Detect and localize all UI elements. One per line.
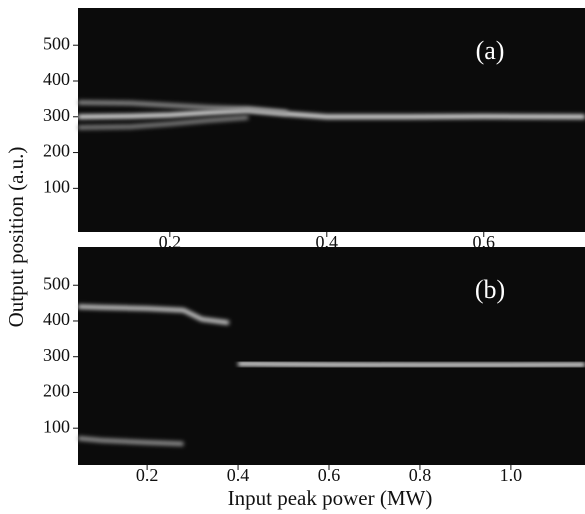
y-tick-label: 500	[43, 273, 70, 293]
y-tick-label: 200	[43, 381, 70, 401]
x-tick-label: 0.4	[227, 465, 250, 485]
y-tick-label: 400	[43, 309, 70, 329]
trace	[77, 100, 288, 115]
trace	[238, 361, 585, 367]
heatmap-background	[78, 247, 585, 465]
y-tick-label: 100	[43, 416, 70, 436]
x-axis-label: Input peak power (MW)	[228, 486, 433, 510]
x-tick-label: 0.6	[318, 465, 341, 485]
panel-label: (b)	[475, 275, 505, 304]
y-tick-label: 400	[43, 69, 70, 89]
y-tick-label: 500	[43, 33, 70, 53]
trace	[77, 115, 249, 130]
panel-label: (a)	[476, 36, 505, 65]
x-tick-label: 0.2	[136, 465, 159, 485]
y-tick-label: 200	[43, 141, 70, 161]
y-tick-label: 300	[43, 345, 70, 365]
y-axis-label: Output position (a.u.)	[4, 147, 28, 328]
trace	[77, 436, 184, 446]
x-tick-label: 0.8	[409, 465, 432, 485]
y-tick-label: 300	[43, 105, 70, 125]
y-tick-label: 100	[43, 176, 70, 196]
heatmap-background	[78, 8, 585, 232]
trace	[77, 304, 230, 325]
x-tick-label: 1.0	[500, 465, 523, 485]
